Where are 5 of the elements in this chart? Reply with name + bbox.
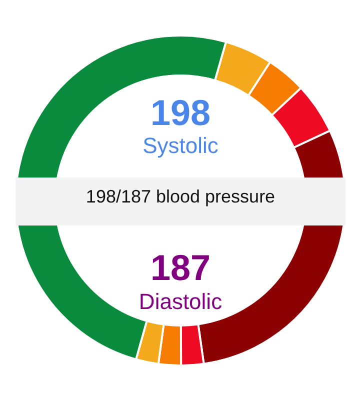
text: 187 bbox=[150, 247, 211, 288]
text: 198 bbox=[150, 92, 211, 133]
text: Diastolic bbox=[138, 289, 222, 314]
text: Systolic bbox=[142, 133, 218, 158]
text: 198/187 blood pressure bbox=[86, 186, 276, 206]
